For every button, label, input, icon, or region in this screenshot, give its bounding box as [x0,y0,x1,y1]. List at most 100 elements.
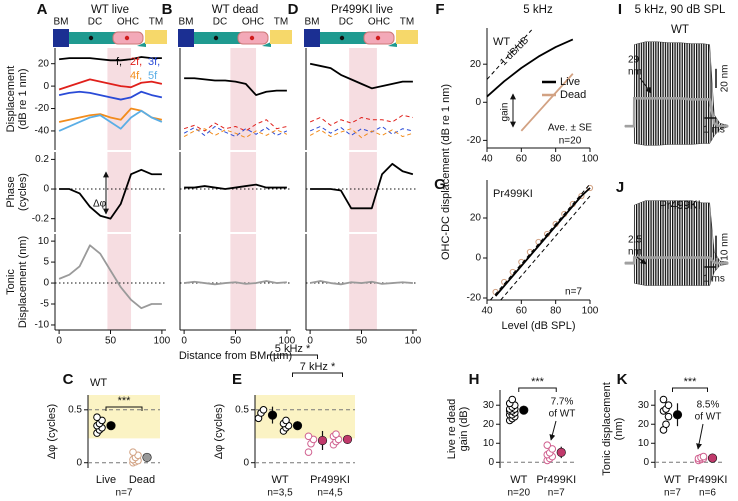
schematic-label: BM [179,17,194,28]
series-line [58,78,163,91]
annotation-arrow [639,77,652,94]
y-tick-label: -20 [467,135,482,146]
n-label: n=4,5 [317,488,343,499]
y-axis-label: (cycles) [17,173,29,211]
annotation-arrow [696,423,704,450]
panel-letter: D [288,1,299,18]
data-point [548,445,557,453]
annotation: 8.5% [697,400,720,411]
category-label: Pr499KI [310,474,350,486]
y-axis-label: gain (dB) [458,407,470,452]
scale-bar-label: 20 nm [720,65,731,93]
series-line [309,62,413,90]
schematic-bm [304,29,320,47]
inner-label: WT [90,377,107,389]
x-tick-label: 100 [582,154,599,165]
y-tick-label: 0 [643,457,649,468]
series-line [184,183,287,190]
annotation: nm [628,247,642,258]
data-point [543,441,552,449]
x-axis-label: Distance from BM (µm) [179,350,292,362]
data-point [664,401,673,410]
mean-marker [672,410,683,420]
y-tick-label: 20 [38,58,50,69]
x-tick-label: 60 [516,154,528,165]
significance-bracket [518,387,557,392]
series-line [309,280,413,286]
y-tick-label: 0.2 [35,154,49,165]
panel-letter: B [162,1,173,18]
annotation: 7.7% [551,397,574,408]
mean-marker [142,452,152,463]
annotation-arrow [636,256,647,265]
y-tick-label: 0 [43,81,49,92]
schematic-label: OHC [117,17,139,28]
tonic-line [625,97,728,128]
mean-marker [106,421,116,431]
mean-marker [342,434,353,445]
n-label: n=20 [507,488,530,499]
category-label: Dead [129,474,155,486]
panel-letter: C [63,371,74,388]
series-line [494,187,591,297]
shaded-region [230,48,257,150]
x-tick-label: 0 [307,336,313,347]
y-tick-label: 5 [43,257,49,268]
schematic-label: TM [400,17,414,28]
data-point [332,430,340,438]
y-axis-label: OHC-DC displacement (dB re 1 nm) [440,84,452,260]
annotation-arrow [549,420,557,441]
schematic-ohc-dot [124,35,130,41]
y-tick-label: 10 [483,438,495,449]
y-axis-label: (dB re 1 nm) [17,68,29,129]
inner-label: WT [493,36,510,48]
significance-bracket [105,406,143,411]
series-line [58,109,163,132]
x-tick-label: 50 [105,336,117,347]
shaded-region [230,152,257,232]
schematic-dc-dot [339,35,345,41]
panel-letter: I [618,1,622,18]
y-tick-label: -0.2 [32,213,50,224]
chart-title: 5 kHz [523,4,553,16]
data-point [259,406,268,414]
shaded-region [107,152,132,232]
x-tick-label: 100 [582,306,599,317]
y-axis-label: (nm) [613,418,625,441]
series-line [310,162,414,210]
x-tick-label: 60 [516,306,528,317]
schematic-cilia [388,42,397,47]
significance-label: *** [684,376,698,388]
x-tick-label: 40 [481,306,493,317]
legend-entry: 5f [148,70,158,82]
category-label: WT [271,474,288,486]
y-axis-label: Δφ (cycles) [213,404,225,459]
y-axis-label: Δφ (cycles) [46,404,58,459]
data-point [662,420,670,429]
schematic-label: TM [274,17,288,28]
mean-marker [292,421,303,431]
series-line [486,38,574,98]
y-tick-label: -10 [35,320,50,331]
category-label: Pr499KI [688,474,728,486]
significance-label: 5 kHz * [275,343,311,355]
shaded-region [349,48,377,150]
legend-entry: Live [560,76,580,88]
chart-subtitle: WT [671,24,689,36]
mean-marker [267,410,278,420]
x-tick-label: 100 [405,336,422,347]
chart-title: 5 kHz, 90 dB SPL [635,4,726,16]
category-label: WT [510,474,527,486]
panel-letter: A [37,1,48,18]
data-point [93,413,101,422]
schematic-label: OHC [242,17,264,28]
schematic-label: DC [88,17,102,28]
x-tick-label: 100 [279,336,296,347]
y-tick-label: 20 [470,213,482,224]
y-tick-label: 0 [488,457,494,468]
series-line [490,183,591,301]
y-tick-label: 10 [638,438,650,449]
schematic-label: BM [54,17,69,28]
panel-letter: F [435,1,444,18]
